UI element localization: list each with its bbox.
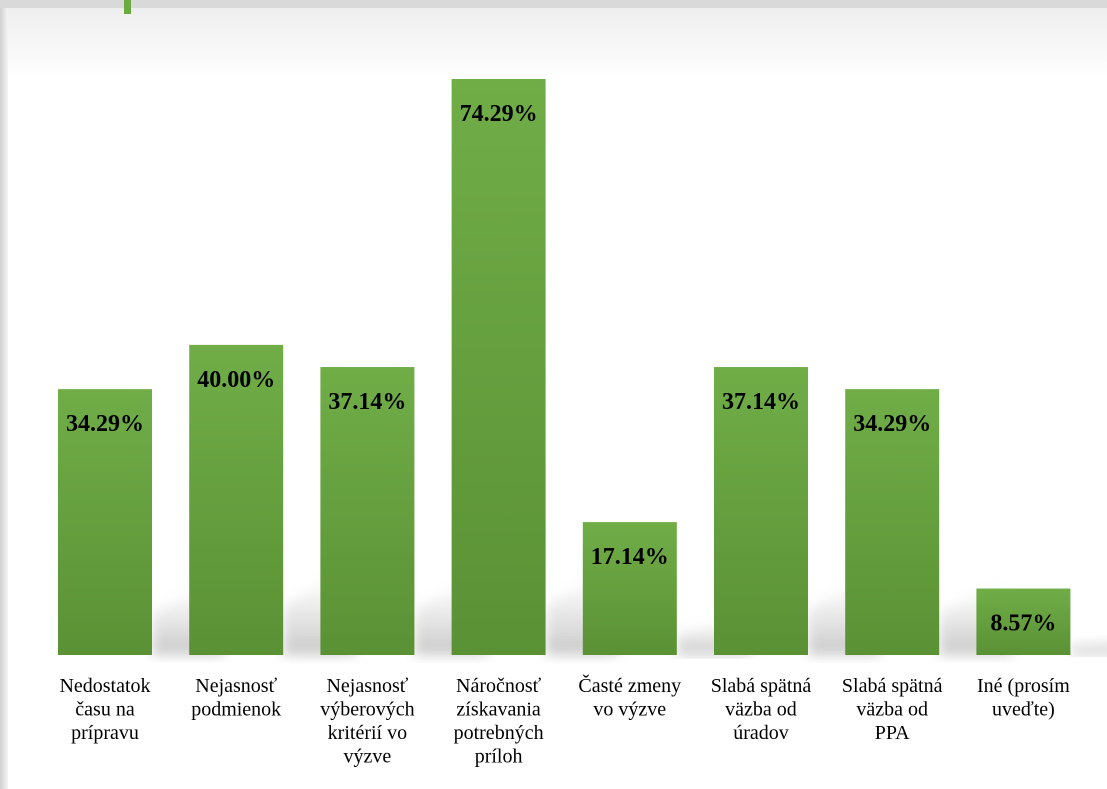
value-label: 8.57%: [990, 611, 1056, 637]
value-label: 74.29%: [460, 101, 538, 127]
bar: [58, 389, 152, 655]
category-label-line: väzba od: [856, 699, 928, 721]
category-label: Iné (prosím uveďte): [977, 675, 1070, 721]
value-label: 34.29%: [853, 411, 931, 437]
category-label-line: času na: [75, 699, 135, 721]
category-label-line: výberových: [320, 699, 414, 721]
frame-left-edge: [0, 8, 8, 789]
category-label-line: Časté zmeny: [578, 673, 681, 697]
bar: [714, 367, 808, 655]
category-label-line: uveďte): [992, 699, 1055, 721]
category-label: Náročnosť získavania potrebných príloh: [454, 675, 544, 768]
value-label: 34.29%: [66, 411, 144, 437]
value-label: 37.14%: [328, 389, 406, 415]
bar: [451, 79, 546, 655]
category-label: Časté zmeny vo výzve: [578, 673, 681, 721]
bar: [189, 344, 284, 655]
category-label-line: PPA: [875, 722, 910, 744]
category-label-line: Nejasnosť: [195, 675, 277, 697]
category-label-line: podmienok: [191, 699, 281, 721]
category-label-line: výzve: [344, 746, 392, 768]
category-label-line: Slabá spätná: [711, 675, 812, 697]
category-label-line: väzba od: [725, 699, 797, 721]
category-label-line: Nedostatok: [59, 675, 150, 697]
category-label-line: kritérií vo: [328, 722, 407, 744]
category-label-line: Iné (prosím: [977, 675, 1070, 697]
category-label: Slabá spätná väzba od úradov: [711, 675, 812, 744]
value-label: 17.14%: [591, 544, 669, 570]
value-label: 40.00%: [197, 367, 275, 393]
category-label: Slabá spätná väzba od PPA: [842, 675, 943, 744]
category-label: Nedostatok času na prípravu: [59, 675, 150, 744]
category-label-line: Nejasnosť: [326, 675, 408, 697]
category-label: Nejasnosť výberových kritérií vo výzve: [320, 675, 414, 768]
category-label-line: vo výzve: [593, 699, 666, 721]
bar: [976, 588, 1071, 655]
category-label-line: príloh: [475, 746, 523, 768]
bar-shadow: [1070, 639, 1107, 655]
category-label: Nejasnosť podmienok: [191, 675, 281, 721]
value-label: 37.14%: [722, 389, 800, 415]
bar: [320, 367, 415, 655]
value-labels-layer: 34.29% 40.00% 37.14% 74.29% 17.14% 37.14% 34.2…: [66, 101, 1056, 637]
category-label-line: potrebných: [454, 722, 544, 744]
bar: [582, 522, 677, 655]
category-label-line: úradov: [733, 722, 789, 744]
bars-layer: [58, 79, 1071, 655]
accent-bar: [124, 0, 131, 14]
category-label-line: Slabá spätná: [842, 675, 943, 697]
bar: [845, 389, 940, 655]
category-label-line: získavania: [456, 699, 541, 721]
category-label-line: Náročnosť: [456, 675, 542, 697]
category-label-line: prípravu: [71, 722, 139, 744]
